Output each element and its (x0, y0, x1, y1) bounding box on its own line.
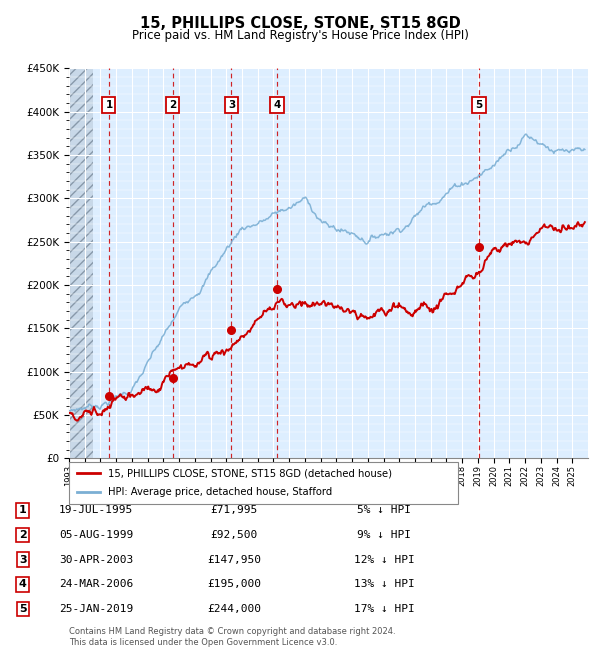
Text: 5: 5 (19, 604, 26, 614)
Text: 5% ↓ HPI: 5% ↓ HPI (357, 505, 411, 515)
Text: HPI: Average price, detached house, Stafford: HPI: Average price, detached house, Staf… (108, 487, 332, 497)
Text: 3: 3 (228, 99, 235, 110)
Text: 15, PHILLIPS CLOSE, STONE, ST15 8GD: 15, PHILLIPS CLOSE, STONE, ST15 8GD (140, 16, 460, 31)
Text: 05-AUG-1999: 05-AUG-1999 (59, 530, 133, 540)
Text: 2: 2 (19, 530, 26, 540)
Text: 1: 1 (19, 505, 26, 515)
Text: 15, PHILLIPS CLOSE, STONE, ST15 8GD (detached house): 15, PHILLIPS CLOSE, STONE, ST15 8GD (det… (108, 469, 392, 478)
Text: 19-JUL-1995: 19-JUL-1995 (59, 505, 133, 515)
Text: 4: 4 (274, 99, 281, 110)
Text: £92,500: £92,500 (211, 530, 257, 540)
Text: 1: 1 (106, 99, 113, 110)
Text: £195,000: £195,000 (207, 579, 261, 590)
FancyBboxPatch shape (69, 462, 458, 504)
Text: Price paid vs. HM Land Registry's House Price Index (HPI): Price paid vs. HM Land Registry's House … (131, 29, 469, 42)
Text: 12% ↓ HPI: 12% ↓ HPI (353, 554, 415, 565)
Text: 30-APR-2003: 30-APR-2003 (59, 554, 133, 565)
Text: £71,995: £71,995 (211, 505, 257, 515)
Text: £244,000: £244,000 (207, 604, 261, 614)
Text: 17% ↓ HPI: 17% ↓ HPI (353, 604, 415, 614)
Text: 2: 2 (169, 99, 176, 110)
Text: 4: 4 (19, 579, 27, 590)
Text: £147,950: £147,950 (207, 554, 261, 565)
Text: 13% ↓ HPI: 13% ↓ HPI (353, 579, 415, 590)
Text: 24-MAR-2006: 24-MAR-2006 (59, 579, 133, 590)
Text: 3: 3 (19, 554, 26, 565)
Text: 25-JAN-2019: 25-JAN-2019 (59, 604, 133, 614)
Text: 9% ↓ HPI: 9% ↓ HPI (357, 530, 411, 540)
Text: 5: 5 (475, 99, 482, 110)
Text: Contains HM Land Registry data © Crown copyright and database right 2024.
This d: Contains HM Land Registry data © Crown c… (69, 627, 395, 647)
